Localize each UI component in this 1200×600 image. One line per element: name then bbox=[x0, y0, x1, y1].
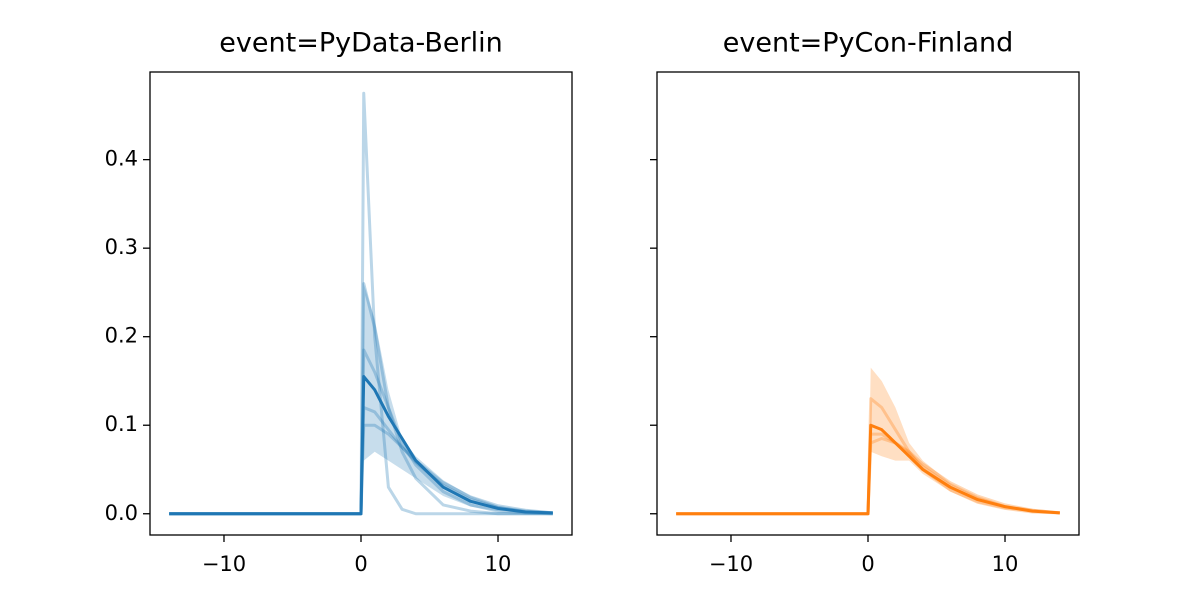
y-tick-label: 0.2 bbox=[105, 324, 138, 348]
y-tick-label: 0.0 bbox=[105, 501, 138, 525]
series-line bbox=[676, 423, 1060, 516]
x-tick-label: 0 bbox=[354, 552, 367, 576]
series-line bbox=[169, 282, 553, 516]
series-line bbox=[169, 375, 553, 516]
chart-title: event=PyData-Berlin bbox=[219, 28, 502, 59]
series-line bbox=[676, 397, 1060, 516]
y-tick-label: 0.1 bbox=[105, 412, 138, 436]
x-tick-label: −10 bbox=[202, 552, 246, 576]
series-line bbox=[169, 91, 553, 516]
x-tick-label: 10 bbox=[992, 552, 1019, 576]
x-tick-label: 0 bbox=[861, 552, 874, 576]
chart-title: event=PyCon-Finland bbox=[723, 28, 1014, 59]
y-tick-label: 0.4 bbox=[105, 147, 138, 171]
x-tick-label: −10 bbox=[709, 552, 753, 576]
x-tick-label: 10 bbox=[485, 552, 512, 576]
y-tick-label: 0.3 bbox=[105, 235, 138, 259]
